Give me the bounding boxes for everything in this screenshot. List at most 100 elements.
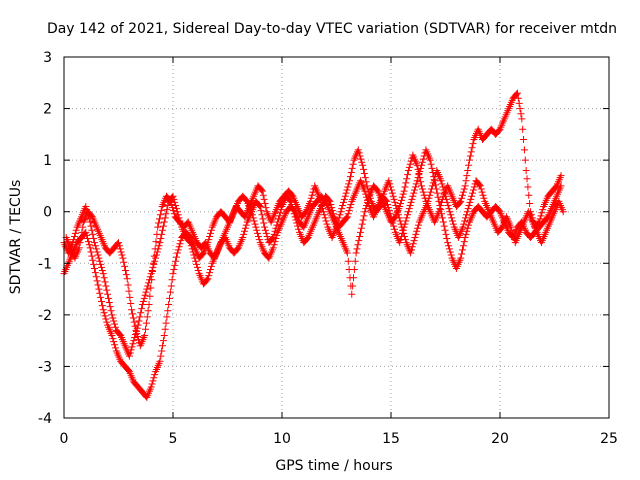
- data-point: [177, 237, 185, 245]
- data-point: [362, 178, 370, 186]
- data-point: [156, 211, 164, 219]
- data-point: [194, 267, 202, 275]
- data-point: [248, 211, 256, 219]
- data-point: [206, 229, 214, 237]
- data-point: [120, 258, 128, 266]
- y-tick-label: 2: [43, 102, 52, 118]
- data-point: [131, 322, 139, 330]
- data-point: [146, 292, 154, 300]
- data-point: [357, 224, 365, 232]
- data-point: [337, 208, 345, 216]
- data-point: [160, 218, 168, 226]
- data-point: [417, 178, 425, 186]
- data-point: [462, 177, 470, 185]
- data-point: [171, 261, 179, 269]
- data-point: [234, 245, 242, 253]
- data-point: [71, 229, 79, 237]
- data-point: [400, 229, 408, 237]
- data-point: [525, 191, 533, 199]
- data-point: [111, 323, 119, 331]
- data-point: [99, 306, 107, 314]
- data-point: [467, 148, 475, 156]
- data-point: [306, 197, 314, 205]
- data-point: [464, 224, 472, 232]
- data-point: [441, 226, 449, 234]
- data-point: [348, 164, 356, 172]
- data-point: [403, 175, 411, 183]
- data-point: [263, 232, 271, 240]
- data-point: [90, 260, 98, 268]
- data-point: [164, 307, 172, 315]
- data-point: [95, 285, 103, 293]
- data-point: [170, 210, 178, 218]
- data-point: [462, 211, 470, 219]
- data-point: [378, 196, 386, 204]
- data-point: [119, 254, 127, 262]
- data-point: [444, 239, 452, 247]
- data-point: [476, 182, 484, 190]
- data-point: [151, 245, 159, 253]
- data-point: [166, 288, 174, 296]
- data-point: [404, 208, 412, 216]
- data-point: [457, 197, 465, 205]
- data-point: [261, 199, 269, 207]
- data-point: [257, 207, 265, 215]
- data-point: [397, 220, 405, 228]
- data-point: [355, 149, 363, 157]
- data-point: [426, 156, 434, 164]
- data-point: [159, 222, 167, 230]
- data-point: [101, 278, 109, 286]
- x-tick-label: 10: [273, 431, 291, 447]
- data-point: [315, 192, 323, 200]
- data-point: [526, 199, 534, 207]
- data-point: [121, 267, 129, 275]
- data-point: [162, 319, 170, 327]
- data-point: [459, 246, 467, 254]
- data-point: [397, 196, 405, 204]
- data-point: [333, 220, 341, 228]
- data-point: [316, 195, 324, 203]
- data-point: [103, 286, 111, 294]
- data-point: [448, 217, 456, 225]
- data-point: [399, 226, 407, 234]
- data-point: [138, 301, 146, 309]
- data-point: [339, 198, 347, 206]
- data-point: [149, 259, 157, 267]
- data-point: [128, 310, 136, 318]
- data-point: [442, 195, 450, 203]
- data-point: [92, 245, 100, 253]
- data-point: [466, 152, 474, 160]
- data-point: [88, 226, 96, 234]
- x-axis: 0 5 10 15 20 25: [60, 57, 618, 447]
- data-point: [104, 290, 112, 298]
- data-point: [199, 250, 207, 258]
- data-point: [204, 275, 212, 283]
- data-point: [127, 300, 135, 308]
- data-point: [100, 309, 108, 317]
- data-point: [459, 223, 467, 231]
- data-point: [437, 177, 445, 185]
- data-point: [464, 205, 472, 213]
- data-point: [465, 161, 473, 169]
- data-point: [323, 220, 331, 228]
- data-point: [96, 289, 104, 297]
- data-point: [448, 214, 456, 222]
- data-point: [140, 294, 148, 302]
- data-point: [521, 156, 529, 164]
- data-point: [148, 380, 156, 388]
- data-point: [435, 208, 443, 216]
- data-point: [157, 207, 165, 215]
- data-point: [390, 225, 398, 233]
- data-point: [357, 155, 365, 163]
- data-point: [288, 191, 296, 199]
- data-point: [307, 194, 315, 202]
- data-point: [461, 182, 469, 190]
- data-point: [167, 282, 175, 290]
- data-point: [358, 220, 366, 228]
- data-point: [207, 262, 215, 270]
- data-point: [457, 254, 465, 262]
- data-point: [426, 191, 434, 199]
- data-point: [356, 232, 364, 240]
- data-point: [436, 205, 444, 213]
- data-point: [141, 291, 149, 299]
